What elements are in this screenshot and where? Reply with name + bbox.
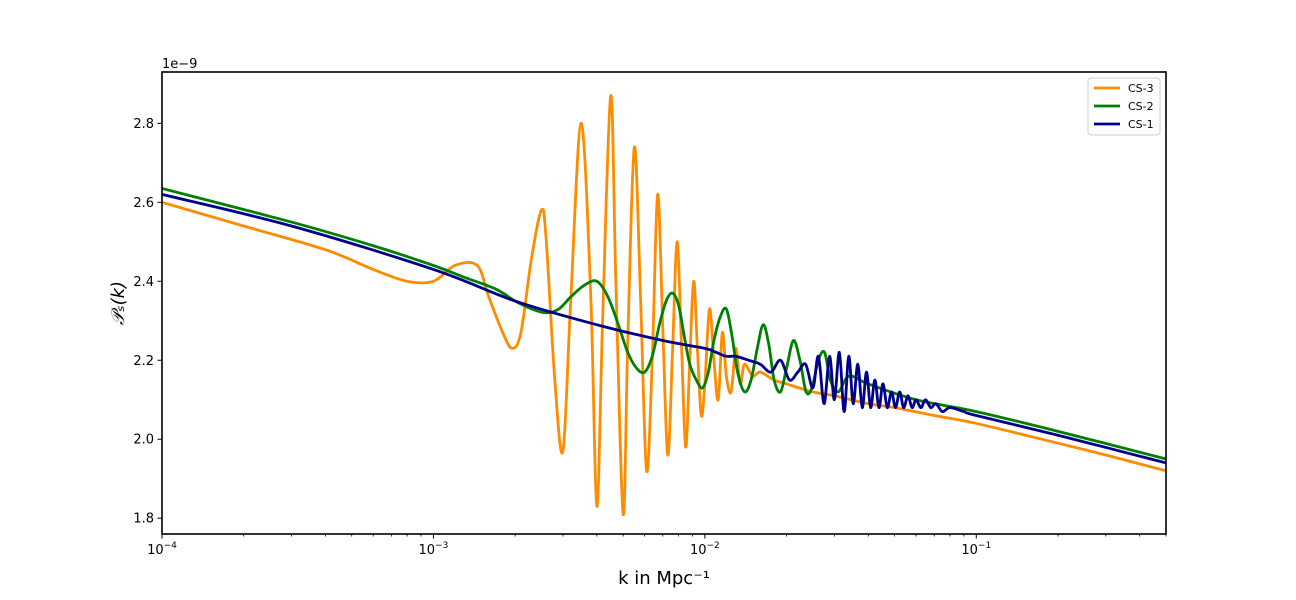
x-tick-label: 10−1 [961,541,991,558]
series-line-cs-1 [162,193,1166,465]
y-axis-label: 𝒫ₛ(k) [108,281,129,325]
y-tick-label: 1.8 [133,512,154,527]
y-tick-label: 2.4 [133,275,154,290]
series-line-cs-3 [162,94,1166,516]
legend-label: CS-2 [1128,100,1154,113]
series-lines [162,94,1166,516]
x-tick-label: 10−2 [690,541,720,558]
y-axis-ticks: 1.8 2.0 2.2 2.4 2.6 2.8 [133,117,162,527]
x-axis-ticks: 10−4 10−3 10−2 10−1 [147,534,1167,558]
legend-box [1087,77,1161,136]
series-line-cs-2 [162,187,1166,461]
x-tick-label: 10−4 [147,541,177,558]
y-multiplier-label: 1e−9 [162,57,197,72]
y-tick-label: 2.8 [133,117,154,132]
legend: CS-3 CS-2 CS-1 [1087,77,1161,136]
x-axis-label: k in Mpc⁻¹ [618,568,710,589]
legend-label: CS-3 [1128,82,1154,95]
y-tick-label: 2.6 [133,196,154,211]
y-tick-label: 2.0 [133,433,154,448]
x-tick-label: 10−3 [419,541,449,558]
y-tick-label: 2.2 [133,354,154,369]
plot-frame [161,71,1167,535]
legend-label: CS-1 [1128,118,1154,131]
